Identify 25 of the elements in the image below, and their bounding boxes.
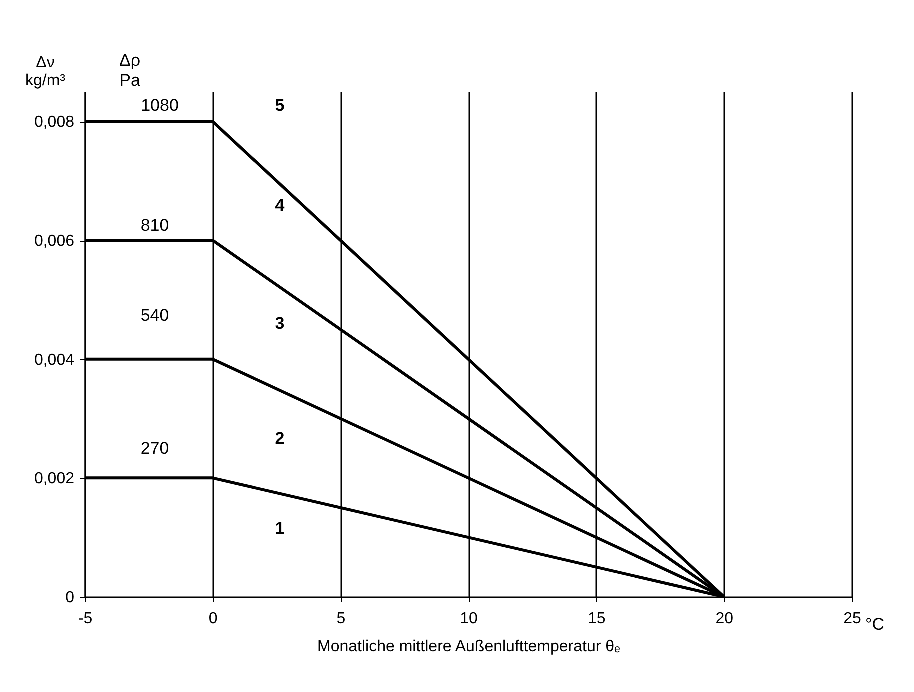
x-tick-label: 5 xyxy=(336,610,346,628)
y-tick-label: 0 xyxy=(66,590,75,606)
y-axis-title: Δν kg/m³ xyxy=(26,54,66,90)
x-tick-label: 10 xyxy=(460,610,478,628)
annotation: 540 xyxy=(140,306,170,325)
x-tick-label: 15 xyxy=(588,610,606,628)
x-tick-label: -5 xyxy=(78,610,93,628)
annotation: 2 xyxy=(275,429,285,448)
annotation: 1080 xyxy=(141,96,179,115)
annotation: 1 xyxy=(275,519,285,538)
x-tick-label: 0 xyxy=(208,610,218,628)
annotation: 5 xyxy=(275,96,285,115)
annotation: 3 xyxy=(275,314,285,333)
annotation: 4 xyxy=(275,196,286,215)
y-tick-label: 0,004 xyxy=(34,352,75,369)
text: °C xyxy=(865,615,885,634)
annotation: 270 xyxy=(140,439,170,458)
annotation: 810 xyxy=(140,216,170,235)
y-tick-label: 0,008 xyxy=(34,114,75,132)
x-tick-label: 20 xyxy=(716,610,734,628)
y-tick-label: 0,002 xyxy=(34,470,75,488)
y-tick-label: 0,006 xyxy=(34,233,75,250)
x-axis-title: Monatliche mittlere Außenlufttemperatur θₑ xyxy=(318,638,621,656)
x-tick-label: 25 xyxy=(844,610,862,628)
text: Δρ Pa xyxy=(119,51,141,90)
